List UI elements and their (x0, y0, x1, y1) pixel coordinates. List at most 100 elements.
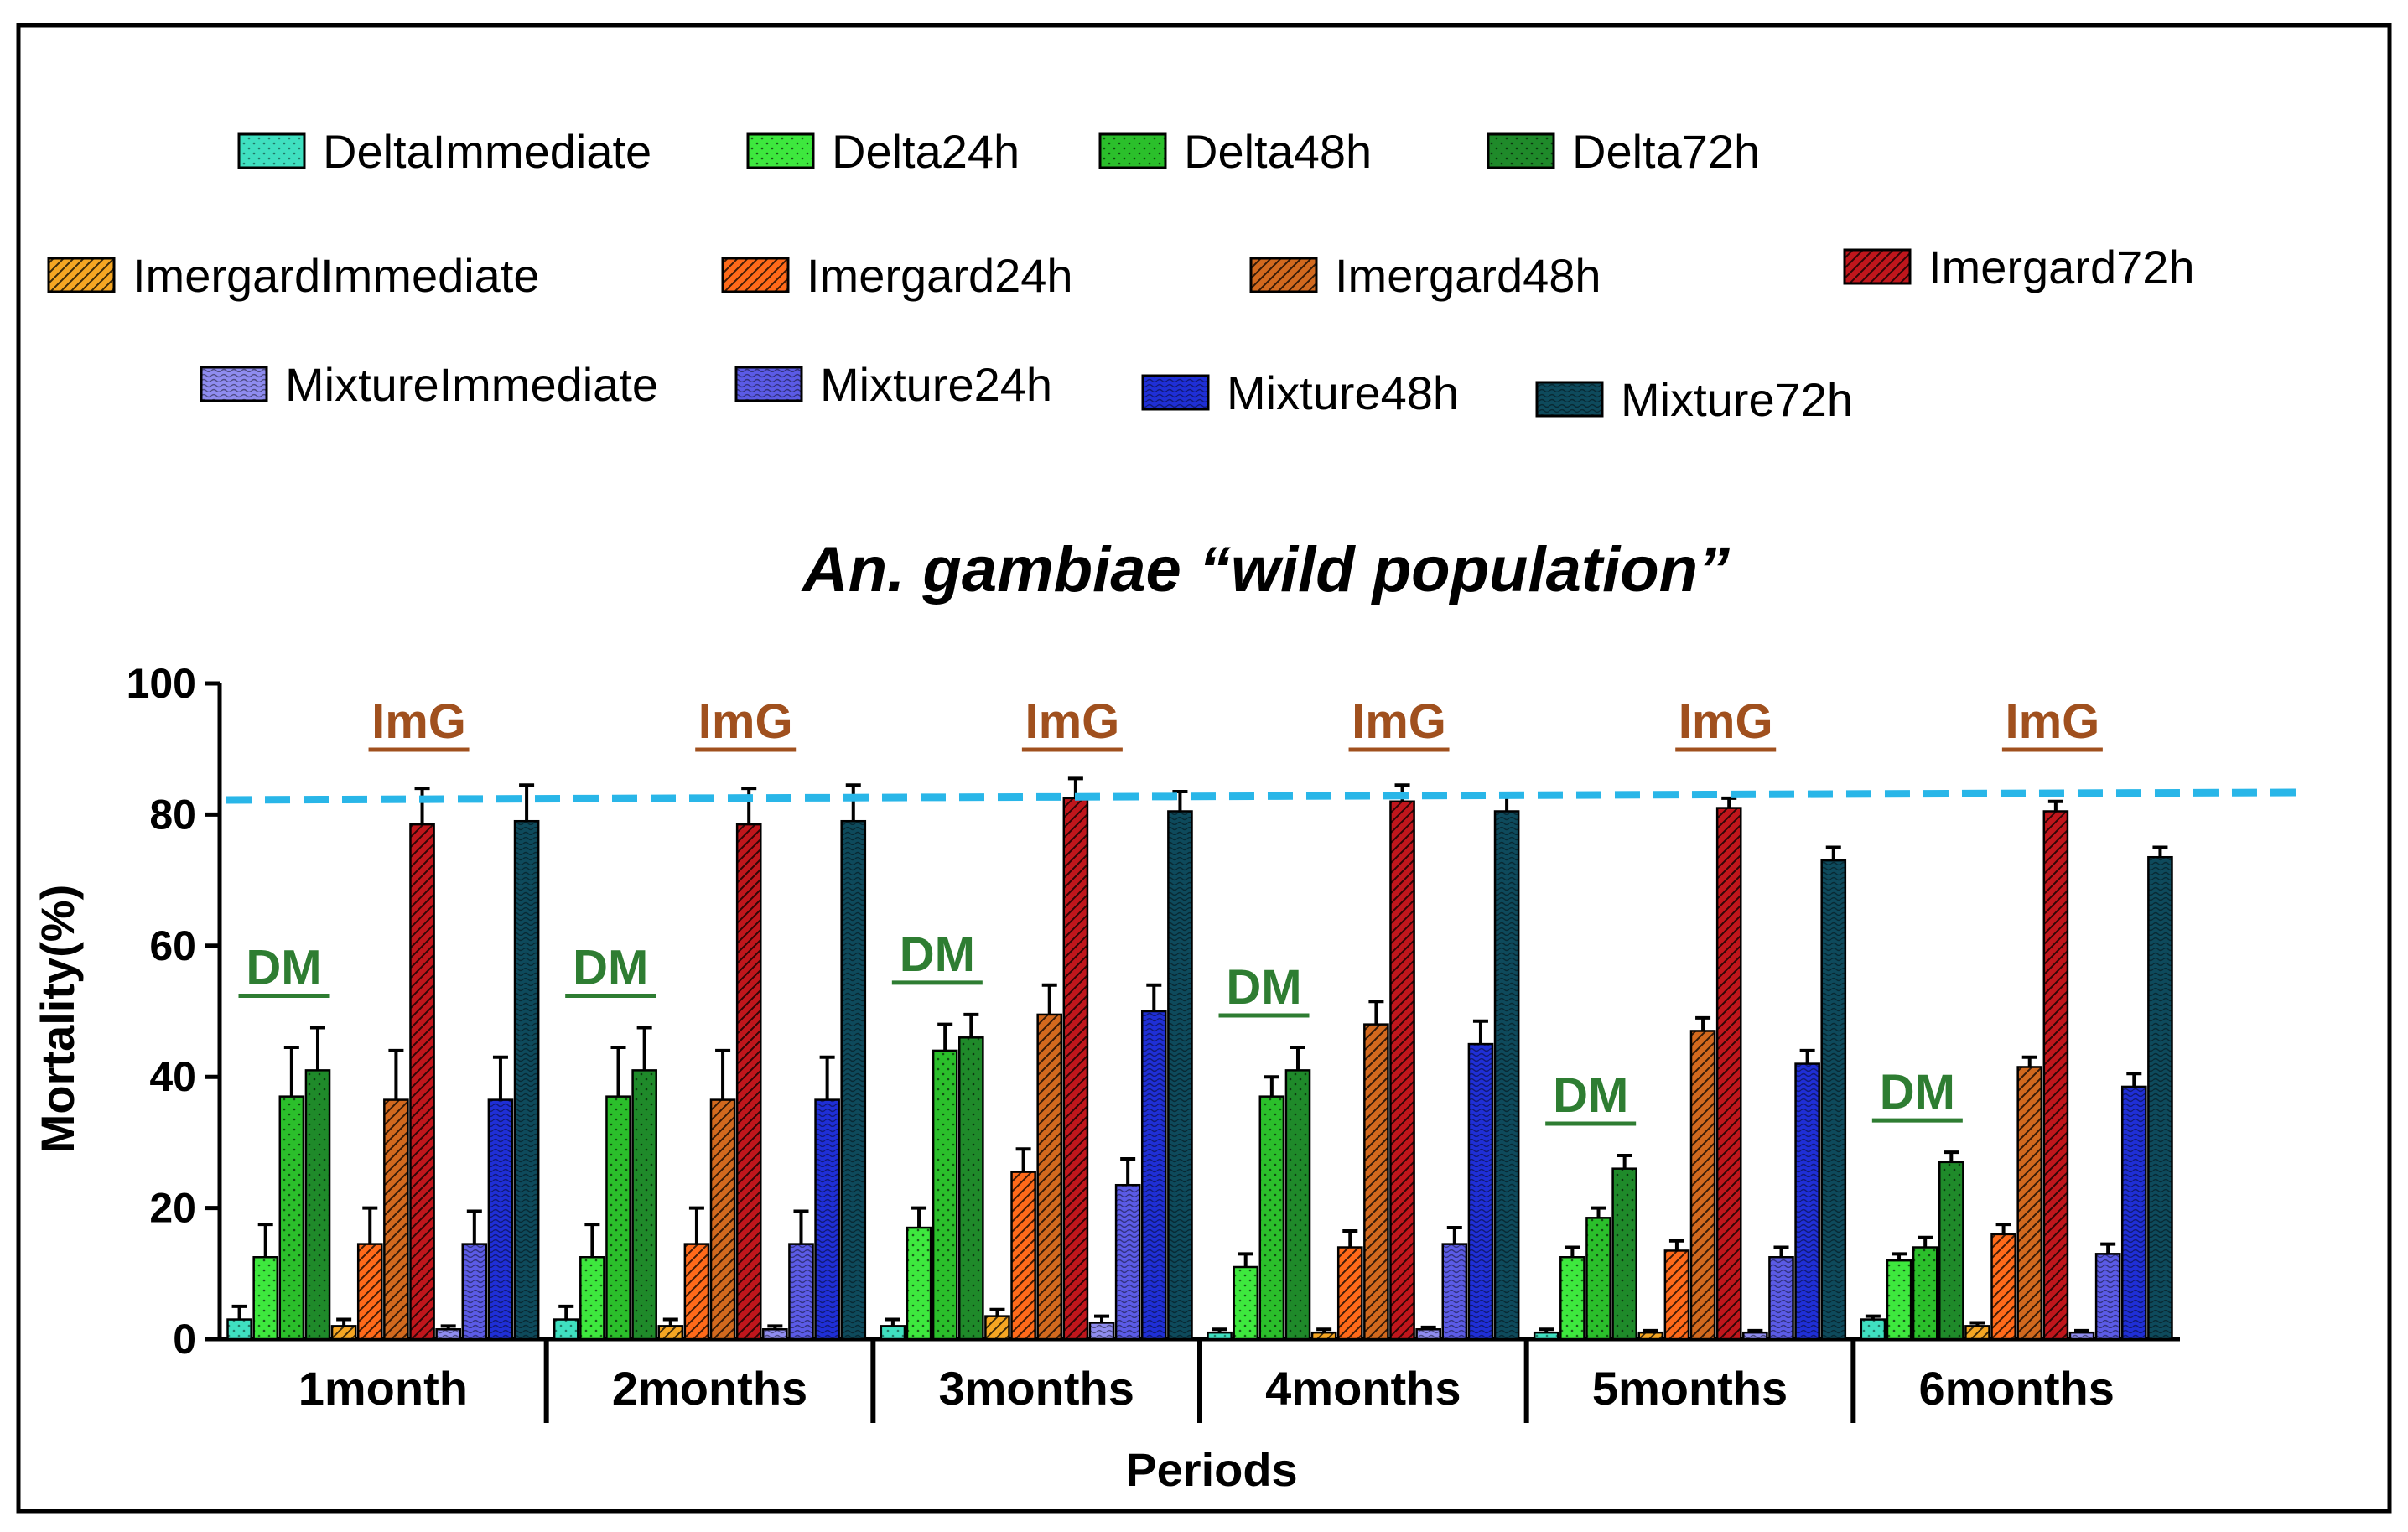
error-bar (911, 1206, 927, 1228)
error-bar (636, 1026, 652, 1071)
error-bar (2126, 1072, 2142, 1087)
legend-swatch (734, 366, 803, 402)
bar-imergard48h-1month (383, 1098, 409, 1341)
legend-label: Delta48h (1184, 125, 1372, 178)
annotation-img: ImG (1352, 694, 1446, 749)
bar-delta-immediate-1month (226, 1318, 252, 1341)
bar-mixture24h-6months (2094, 1253, 2121, 1341)
bar-imergard72h-5months (1715, 807, 1742, 1341)
bar-mixture72h-6months (2147, 855, 2173, 1341)
legend-item-imergard24h: Imergard24h (721, 249, 1073, 302)
bar-imergard72h-3months (1062, 797, 1089, 1341)
legend-label: MixtureImmediate (285, 358, 658, 411)
bar-imergard24h-1month (356, 1243, 383, 1341)
error-bar (2100, 1242, 2116, 1254)
error-bar (2074, 1328, 2090, 1333)
error-bar (1172, 790, 1188, 812)
bar-mixture48h-5months (1794, 1062, 1820, 1341)
bar-imergard-immediate-4months (1310, 1331, 1337, 1341)
y-tick-label: 20 (149, 1185, 196, 1232)
error-bar (819, 1055, 835, 1100)
error-bar (309, 1026, 325, 1071)
legend-swatch (1843, 248, 1912, 285)
error-bar (1892, 1252, 1907, 1261)
error-bar (1212, 1327, 1227, 1333)
error-bar (937, 1022, 953, 1051)
annotation-dm: DM (1226, 960, 1301, 1015)
bar-mixture-immediate-5months (1742, 1331, 1768, 1341)
error-bar (845, 783, 861, 822)
error-bar (1668, 1239, 1684, 1251)
error-bar (610, 1046, 626, 1097)
legend-item-imergard48h: Imergard48h (1249, 249, 1601, 302)
annotation-img: ImG (371, 694, 466, 749)
error-bar (519, 783, 535, 822)
y-tick-label: 40 (149, 1053, 196, 1100)
legend-item-mixture24h: Mixture24h (734, 358, 1052, 411)
x-category-label: 1month (298, 1362, 468, 1415)
legend-swatch (721, 257, 790, 293)
bar-imergard24h-6months (1990, 1233, 2016, 1341)
bar-imergard-immediate-1month (330, 1325, 357, 1341)
bar-delta-immediate-6months (1860, 1318, 1886, 1341)
bar-delta24h-1month (252, 1256, 279, 1341)
x-category-label: 3months (938, 1362, 1134, 1415)
error-bar (1643, 1328, 1658, 1333)
error-bar (492, 1055, 508, 1100)
y-tick-label: 0 (173, 1316, 196, 1363)
error-bar (1695, 1015, 1711, 1031)
error-bar (1565, 1245, 1580, 1258)
legend-item-mixture72h: Mixture72h (1535, 373, 1853, 426)
error-bar (767, 1324, 783, 1330)
bar-imergard72h-2months (735, 823, 762, 1341)
bar-mixture72h-2months (840, 819, 867, 1341)
bar-imergard48h-5months (1689, 1030, 1716, 1341)
bar-mixture-immediate-1month (435, 1328, 461, 1341)
legend-label: DeltaImmediate (323, 125, 651, 178)
error-bar (793, 1209, 809, 1244)
bar-mixture72h-3months (1167, 810, 1193, 1341)
x-axis-title: Periods (1125, 1443, 1297, 1496)
legend-swatch (1249, 257, 1318, 293)
error-bar (388, 1048, 404, 1100)
annotation-dm: DM (1880, 1065, 1955, 1119)
bar-imergard24h-2months (683, 1243, 710, 1341)
error-bar (1472, 1019, 1488, 1045)
bar-delta72h-1month (304, 1069, 331, 1341)
bar-delta-immediate-4months (1207, 1331, 1233, 1341)
legend: DeltaImmediate Delta24h Delta48h Delta72h(D… (47, 125, 2195, 426)
legend-label: ImergardImmediate (132, 249, 540, 302)
legend-label: Imergard24h (807, 249, 1073, 302)
bar-mixture-immediate-3months (1088, 1322, 1115, 1341)
annotation-img: ImG (1025, 694, 1119, 749)
legend-item-mixture-immediate: MixtureImmediate (200, 358, 658, 411)
error-bar (1146, 983, 1162, 1011)
error-bar (1120, 1156, 1136, 1186)
legend-item-imergard-immediate: ImergardImmediate (47, 249, 540, 302)
error-bar (1015, 1147, 1031, 1172)
error-bar (1420, 1325, 1436, 1330)
x-category-label: 5months (1592, 1362, 1788, 1415)
bar-imergard-immediate-5months (1637, 1331, 1664, 1341)
error-bar (466, 1209, 482, 1244)
annotation-img: ImG (698, 694, 793, 749)
error-bar (1342, 1228, 1358, 1248)
bar-delta-immediate-5months (1533, 1331, 1559, 1341)
legend-label: Mixture48h (1227, 366, 1459, 419)
bar-imergard48h-6months (2016, 1066, 2043, 1341)
x-category-label: 6months (1918, 1362, 2114, 1415)
bar-mixture-immediate-6months (2068, 1331, 2095, 1341)
bar-delta48h-1month (278, 1095, 305, 1341)
legend-swatch (200, 366, 268, 402)
bar-imergard72h-6months (2042, 810, 2069, 1341)
annotation-img: ImG (1679, 694, 1773, 749)
bar-delta24h-5months (1559, 1256, 1585, 1341)
legend-swatch (1098, 132, 1167, 169)
legend-label: Mixture72h (1621, 373, 1853, 426)
bar-delta72h-5months (1611, 1167, 1637, 1341)
bar-delta48h-3months (932, 1049, 958, 1341)
bar-imergard-immediate-6months (1964, 1325, 1990, 1341)
error-bar (257, 1223, 273, 1258)
error-bar (1446, 1226, 1462, 1244)
y-tick-label: 100 (127, 660, 196, 707)
